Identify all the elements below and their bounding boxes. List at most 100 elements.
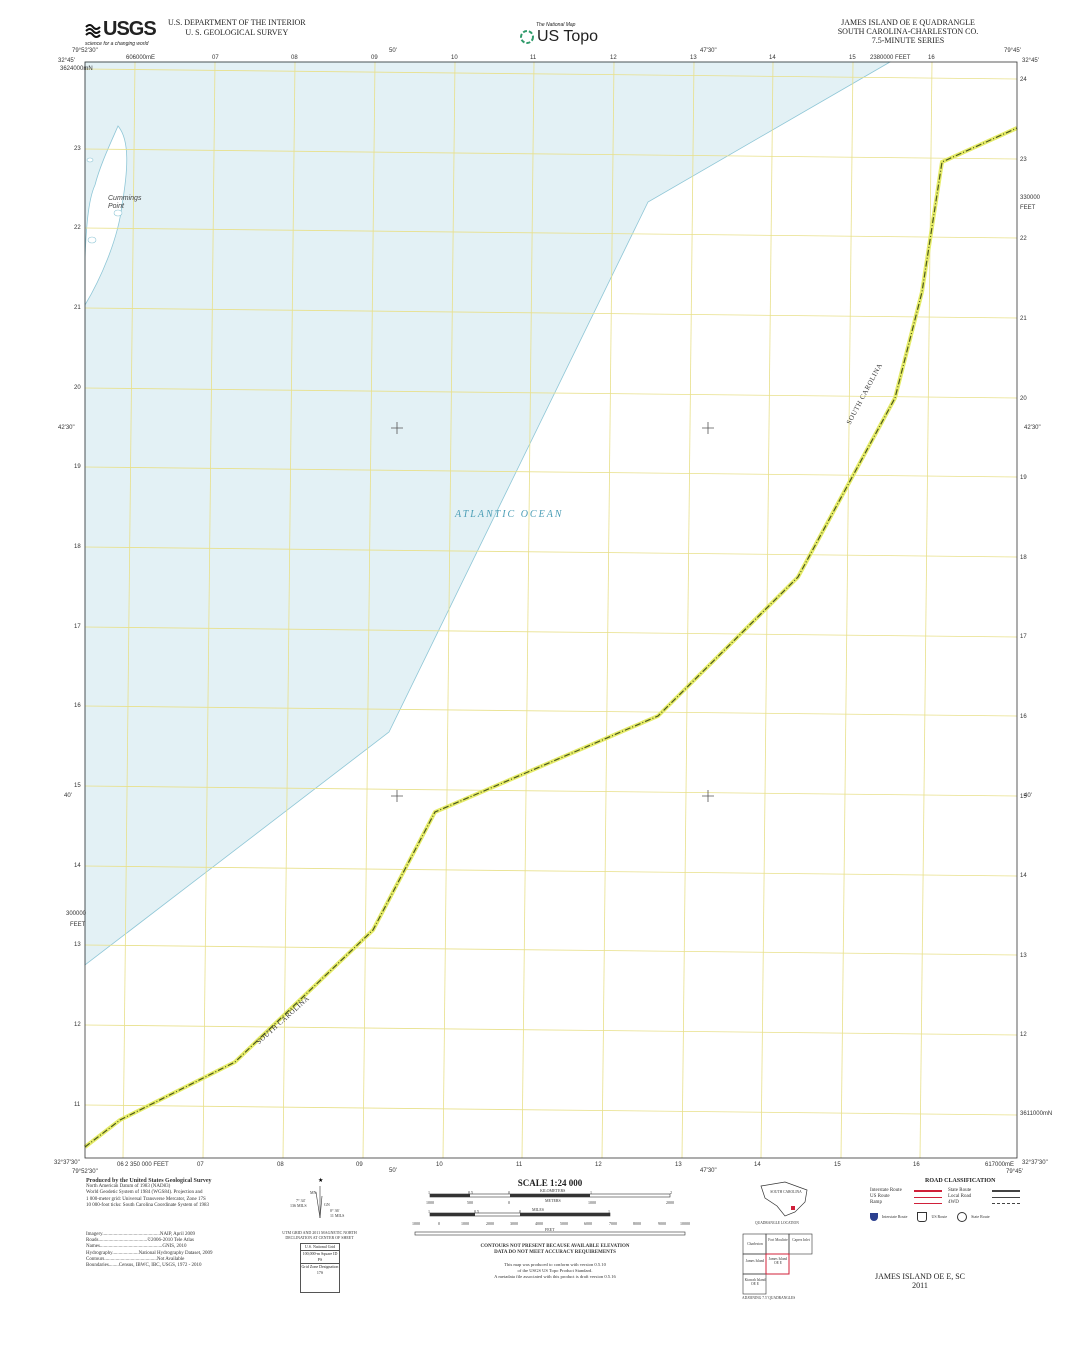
department-line: U.S. DEPARTMENT OF THE INTERIOR	[168, 18, 306, 27]
quad-series: 7.5-MINUTE SERIES	[871, 36, 945, 45]
grid-label-bottom: 13	[675, 1162, 682, 1168]
grid-box-line: 17S	[316, 1270, 324, 1275]
scale-tick: 6000	[584, 1221, 592, 1226]
grid-label-right: 20	[1020, 396, 1027, 402]
graticule-cross	[702, 422, 714, 434]
grid-label-top: 14	[769, 55, 776, 61]
grid-label-top: 12	[610, 55, 617, 61]
scale-bar-km-fill	[510, 1194, 590, 1197]
us-topo-wordmark: US Topo	[537, 28, 599, 45]
graticule-label: 40'	[64, 793, 72, 799]
scale-tick: 4000	[535, 1221, 543, 1226]
grid-line-horizontal	[84, 466, 1018, 478]
scale-bar-mi-fill	[430, 1213, 475, 1216]
grid-label-left: 21	[74, 305, 81, 311]
grid-label-left: 23	[74, 146, 81, 152]
graticule-cross	[391, 422, 403, 434]
grid-label-right-feet: 330000	[1020, 195, 1041, 201]
graticule-cross	[391, 790, 403, 802]
national-map-label: The National Map	[536, 22, 576, 28]
scale-tick: 500	[467, 1200, 473, 1205]
us-topo-logo: The National Map US Topo	[520, 22, 598, 46]
contour-note-line: DATA DO NOT MEET ACCURACY REQUIREMENTS	[494, 1250, 616, 1256]
grid-line-horizontal	[84, 705, 1018, 717]
scale-tick: 1000	[412, 1221, 420, 1226]
scale-tick: 1000	[588, 1200, 596, 1205]
corner-label: 79°52'30"	[72, 48, 98, 54]
grid-label-bottom: 12	[595, 1162, 602, 1168]
grid-label-right: 14	[1020, 873, 1027, 879]
grid-box-line: U.S. National Grid	[301, 1244, 339, 1251]
grid-line-vertical	[521, 61, 535, 1159]
grid-line-horizontal	[84, 387, 1018, 399]
adjoining-label: Capers Inlet	[792, 1238, 810, 1242]
islet	[113, 209, 123, 217]
map-footer-title: JAMES ISLAND OE E, SC 2011	[860, 1272, 980, 1290]
usgs-logo: USGS science for a changing world	[85, 18, 157, 47]
conform-note: This map was produced to conform with ve…	[455, 1262, 655, 1281]
grid-line-horizontal	[84, 944, 1018, 956]
quad-title: JAMES ISLAND OE E QUADRANGLE	[841, 18, 975, 27]
road-swatch	[992, 1196, 1020, 1198]
road-legend-col-left: Interstate Route US Route Ramp	[870, 1188, 942, 1207]
corner-label: 79°52'30"	[72, 1169, 98, 1175]
source-line: Roads...................................…	[86, 1238, 194, 1244]
road-label: Local Road	[948, 1194, 972, 1200]
graticule-crosses	[391, 422, 714, 802]
grid-label-left: 17	[74, 624, 81, 630]
grid-label-bottom: 16	[913, 1162, 920, 1168]
scale-tick: 1000	[426, 1200, 434, 1205]
grid-line-vertical	[681, 61, 695, 1159]
road-swatch	[914, 1196, 942, 1199]
road-legend-col-right: State Route Local Road 4WD	[948, 1188, 1020, 1207]
grid-line-horizontal	[84, 1104, 1018, 1116]
corner-label: 79°45'	[1004, 48, 1021, 54]
grid-line-vertical	[601, 61, 615, 1159]
adjoining-label: James Island OE E	[768, 1257, 788, 1265]
grid-box-line: Grid Zone Designation	[301, 1264, 339, 1269]
current-quad-cell	[765, 1253, 790, 1275]
grid-zone-box: U.S. National Grid 100,000-m Square ID P…	[300, 1243, 340, 1293]
grid-label-bottom: 08	[277, 1162, 284, 1168]
location-caption: QUADRANGLE LOCATION	[755, 1221, 799, 1225]
grid-label-right: 16	[1020, 714, 1027, 720]
source-line: Boundaries........Census, IBWC, IBC, USG…	[86, 1263, 202, 1269]
scale-title: SCALE 1:24 000	[517, 1178, 583, 1188]
grid-label-left: 20	[74, 385, 81, 391]
road-legend: Interstate Route US Route Ramp State Rou…	[870, 1188, 1020, 1222]
grid-line-vertical	[122, 61, 136, 1159]
grid-box-line: PS	[301, 1257, 339, 1264]
scale-tick: 2000	[666, 1200, 674, 1205]
declination-value: GN	[324, 1202, 330, 1207]
scale-unit-mi: MILES	[532, 1207, 544, 1212]
corner-label: 32°45'	[58, 58, 75, 64]
declination-caption-line: DECLINATION AT CENTER OF SHEET	[285, 1235, 354, 1240]
source-line: Hydrography.....................National…	[86, 1250, 213, 1256]
road-swatch	[992, 1190, 1020, 1192]
grid-label-top: 10	[451, 55, 458, 61]
graticule-label: 42'30"	[58, 425, 75, 431]
declination-diagram: ★ MN GN 7° 34' 136 MILS 0° 36' 11 MILS	[280, 1176, 360, 1228]
map-name: JAMES ISLAND OE E, SC	[874, 1272, 965, 1281]
declination-value: 136 MILS	[290, 1203, 307, 1208]
graticule-label: 50'	[389, 48, 397, 54]
declination-value: 11 MILS	[330, 1213, 345, 1218]
grid-label-left: 3624000mN	[60, 66, 93, 72]
state-route-shield-icon	[957, 1211, 968, 1222]
cummings-point-land	[84, 125, 128, 307]
scale-tick: 2000	[486, 1221, 494, 1226]
road-label: Ramp	[870, 1200, 882, 1206]
grid-line-horizontal	[84, 1024, 1018, 1036]
grid-label-right: 22	[1020, 236, 1027, 242]
corner-label: 79°45'	[1006, 1169, 1023, 1175]
scale-tick: 0.5	[474, 1209, 479, 1214]
scale-unit-ft: FEET	[545, 1227, 555, 1232]
scale-tick: 1	[608, 1209, 610, 1214]
interstate-shield-icon	[870, 1212, 878, 1221]
credit-line: 1 000-meter grid: Universal Transverse M…	[86, 1196, 206, 1202]
grid-line-vertical	[202, 61, 216, 1159]
scale-tick: 0	[508, 1190, 510, 1195]
state-outline-icon	[760, 1181, 808, 1217]
scale-tick: 0	[508, 1200, 510, 1205]
